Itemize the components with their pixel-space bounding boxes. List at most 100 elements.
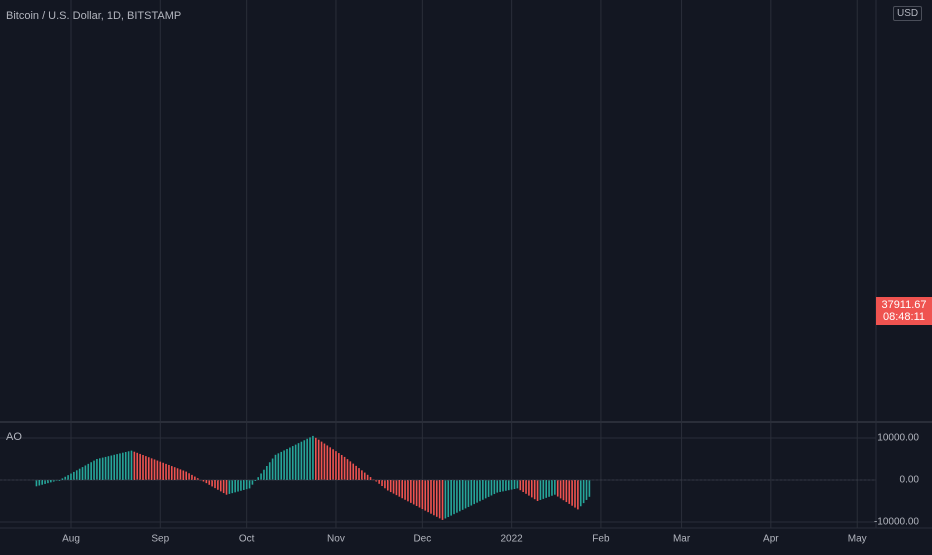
ao-bar bbox=[251, 480, 254, 485]
ao-bar bbox=[401, 480, 403, 499]
ao-bar bbox=[378, 480, 380, 484]
last-price-value: 37911.67 bbox=[881, 299, 927, 311]
ao-bar bbox=[320, 441, 323, 480]
ao-bar bbox=[58, 480, 61, 481]
ao-bar bbox=[447, 480, 450, 518]
ao-bar bbox=[303, 440, 306, 480]
ao-bar bbox=[52, 480, 55, 482]
ao-bar bbox=[309, 437, 311, 480]
ao-bar bbox=[266, 466, 268, 480]
ao-bar bbox=[424, 480, 427, 511]
ao-bar bbox=[588, 480, 591, 497]
ao-bar bbox=[277, 453, 280, 480]
ao-bar bbox=[461, 480, 464, 510]
ao-bar bbox=[179, 469, 182, 480]
ao-bar bbox=[542, 480, 545, 499]
ao-bar bbox=[61, 478, 64, 480]
ao-bar bbox=[326, 445, 329, 480]
ao-bar bbox=[73, 471, 75, 480]
ao-bar bbox=[268, 462, 271, 480]
ao-bar bbox=[444, 480, 447, 519]
ao-bar bbox=[456, 480, 458, 513]
ao-bar bbox=[361, 470, 363, 480]
ao-bar bbox=[96, 459, 98, 480]
ao-bar bbox=[133, 451, 136, 480]
ao-bar bbox=[499, 480, 501, 492]
ao-bar bbox=[202, 480, 205, 482]
ao-bar bbox=[147, 457, 150, 480]
ao-bar bbox=[343, 456, 346, 480]
ao-bar bbox=[257, 477, 259, 480]
time-tick-label: Sep bbox=[151, 534, 169, 545]
ao-bar bbox=[381, 480, 383, 487]
ao-bar bbox=[415, 480, 418, 506]
ao-bar bbox=[104, 456, 107, 480]
ao-bar bbox=[450, 480, 452, 516]
ao-bar bbox=[168, 464, 170, 480]
time-tick-label: Nov bbox=[327, 534, 345, 545]
ao-bar bbox=[539, 480, 542, 500]
ao-bar bbox=[528, 480, 530, 496]
ao-bar bbox=[44, 480, 46, 484]
ao-bar bbox=[217, 480, 219, 490]
ao-bar bbox=[464, 480, 467, 509]
ao-bar bbox=[358, 468, 360, 480]
ao-bar bbox=[410, 480, 412, 503]
ao-bar bbox=[196, 478, 199, 480]
ao-bar bbox=[162, 462, 164, 480]
ao-bar bbox=[453, 480, 455, 515]
ao-bar bbox=[289, 447, 291, 480]
currency-badge[interactable]: USD bbox=[893, 6, 923, 21]
ao-bar bbox=[317, 439, 320, 480]
ao-bar bbox=[332, 449, 334, 480]
ao-bar bbox=[562, 480, 565, 501]
ao-bar bbox=[205, 480, 208, 484]
ao-bar bbox=[188, 473, 190, 480]
ao-bar bbox=[93, 460, 95, 480]
ao-bar bbox=[231, 480, 234, 494]
time-tick-label: Mar bbox=[673, 534, 691, 545]
ao-bar bbox=[579, 480, 582, 507]
ao-bar bbox=[306, 438, 308, 480]
time-tick-label: Oct bbox=[239, 534, 255, 545]
indicator-label[interactable]: AO bbox=[6, 431, 22, 443]
time-tick-label: Dec bbox=[413, 534, 431, 545]
bar-countdown: 08:48:11 bbox=[882, 311, 925, 323]
ao-bar bbox=[81, 467, 84, 480]
ao-bar bbox=[476, 480, 478, 503]
ao-bar bbox=[194, 476, 196, 480]
ao-bar bbox=[369, 477, 372, 480]
ao-bar bbox=[297, 443, 300, 480]
ao-bar bbox=[568, 480, 571, 504]
ao-bar bbox=[479, 480, 481, 502]
ao-bar bbox=[516, 480, 519, 489]
ao-bar bbox=[286, 448, 288, 480]
ao-bar bbox=[329, 447, 331, 480]
ao-bar bbox=[375, 480, 378, 482]
ao-bar bbox=[116, 454, 118, 480]
ao-bar bbox=[585, 480, 588, 500]
ao-bar bbox=[78, 468, 81, 480]
ao-bar bbox=[122, 452, 124, 480]
ao-bar bbox=[438, 480, 441, 519]
ao-bar bbox=[519, 480, 522, 491]
ao-bar bbox=[340, 454, 343, 480]
ao-bar bbox=[482, 480, 484, 500]
ao-bar bbox=[214, 480, 216, 489]
ao-tick-label: -10000.00 bbox=[874, 517, 919, 528]
ao-bar bbox=[41, 480, 43, 485]
ao-bar bbox=[243, 480, 245, 490]
ao-bar bbox=[338, 453, 340, 480]
ao-bar bbox=[127, 451, 130, 480]
ao-bar bbox=[274, 454, 277, 480]
ao-bar bbox=[312, 435, 314, 480]
symbol-title[interactable]: Bitcoin / U.S. Dollar, 1D, BITSTAMP bbox=[6, 10, 182, 22]
ao-bar bbox=[384, 480, 386, 489]
ao-bar bbox=[75, 470, 78, 480]
ao-bar bbox=[280, 451, 283, 480]
ao-bar bbox=[263, 469, 265, 480]
ao-bar bbox=[182, 470, 185, 480]
ao-bar bbox=[418, 480, 421, 508]
ao-bar bbox=[119, 453, 121, 480]
